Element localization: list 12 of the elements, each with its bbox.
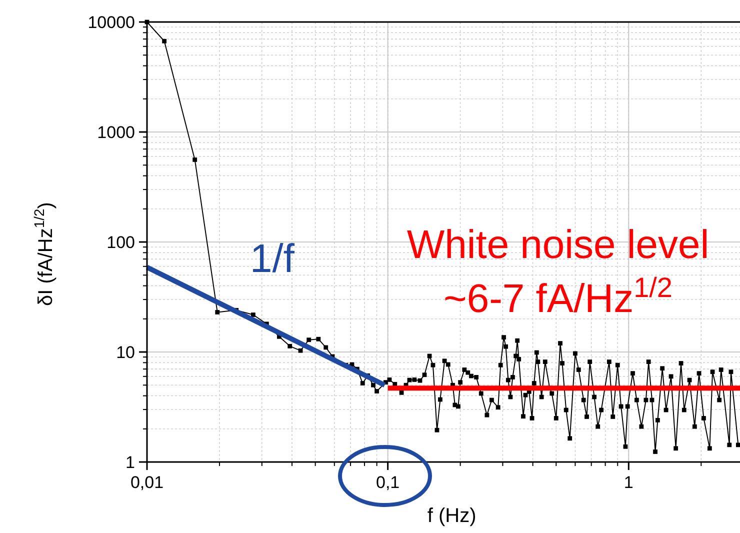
series-label: 1/f bbox=[250, 237, 296, 281]
annotation: White noise level bbox=[406, 223, 710, 267]
y-tick-label: 100 bbox=[106, 233, 135, 252]
y-tick-label: 10 bbox=[116, 343, 135, 362]
x-tick-label: 1 bbox=[624, 473, 634, 492]
y-tick-label: 10000 bbox=[88, 13, 135, 32]
x-tick-label: 0,1 bbox=[376, 473, 400, 492]
y-tick-label: 1000 bbox=[97, 123, 135, 142]
x-axis-title: f (Hz) bbox=[427, 505, 476, 527]
y-tick-label: 1 bbox=[126, 453, 135, 472]
x-tick-label: 0,01 bbox=[130, 473, 164, 492]
annotation: ~6-7 fA/Hz$^{1/2}$ bbox=[443, 272, 673, 321]
